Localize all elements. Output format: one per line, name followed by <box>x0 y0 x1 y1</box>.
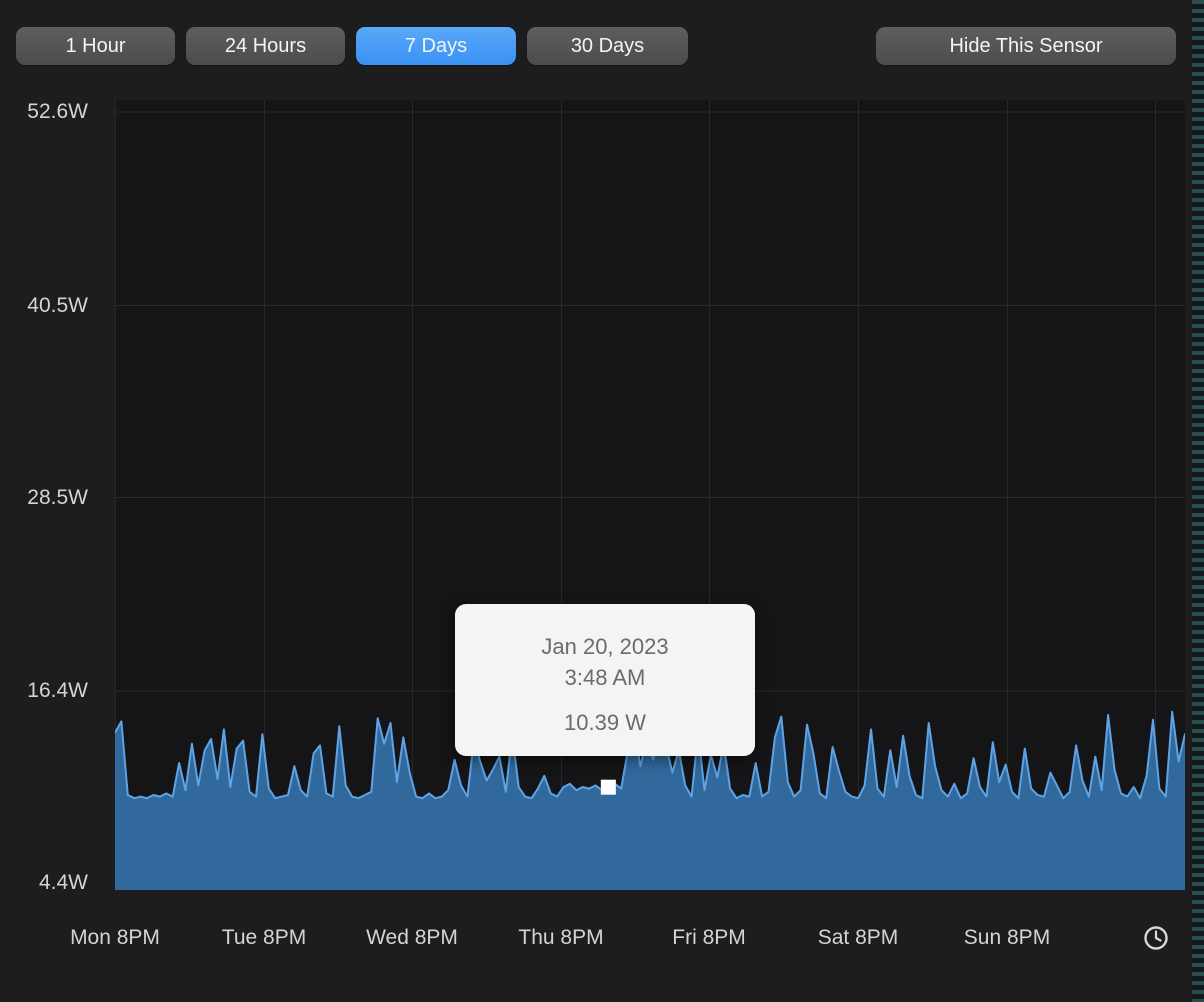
toolbar: 1 Hour 24 Hours 7 Days 30 Days Hide This… <box>16 27 1176 65</box>
x-axis-label: Thu 8PM <box>518 926 604 949</box>
power-chart-canvas <box>115 100 1185 890</box>
y-axis-label: 16.4W <box>27 679 88 703</box>
range-button-30-days[interactable]: 30 Days <box>527 27 688 65</box>
power-chart[interactable] <box>115 100 1185 890</box>
y-axis-label: 52.6W <box>27 100 88 123</box>
x-axis-label: Sun 8PM <box>963 926 1051 949</box>
x-axis-label: Tue 8PM <box>221 926 307 949</box>
range-button-24-hours[interactable]: 24 Hours <box>186 27 345 65</box>
range-button-7-days[interactable]: 7 Days <box>356 27 516 65</box>
hover-marker <box>600 779 616 795</box>
hide-sensor-button[interactable]: Hide This Sensor <box>876 27 1176 65</box>
tooltip-time: 3:48 AM <box>564 665 646 690</box>
x-axis-label: Sat 8PM <box>817 926 899 949</box>
chart-tooltip: Jan 20, 2023 3:48 AM 10.39 W <box>455 604 755 756</box>
x-axis-label: Wed 8PM <box>366 926 458 949</box>
x-axis-label: Mon 8PM <box>70 926 160 949</box>
y-axis-label: 28.5W <box>27 485 88 509</box>
tooltip-value: 10.39 W <box>564 710 646 735</box>
clock-icon[interactable] <box>1143 925 1169 951</box>
y-axis-label: 40.5W <box>27 293 88 317</box>
y-axis-label: 4.4W <box>38 871 88 894</box>
range-button-1-hour[interactable]: 1 Hour <box>16 27 175 65</box>
tooltip-date: Jan 20, 2023 <box>541 634 669 659</box>
right-edge-pattern <box>1192 0 1204 1002</box>
x-axis-label: Fri 8PM <box>672 926 746 949</box>
